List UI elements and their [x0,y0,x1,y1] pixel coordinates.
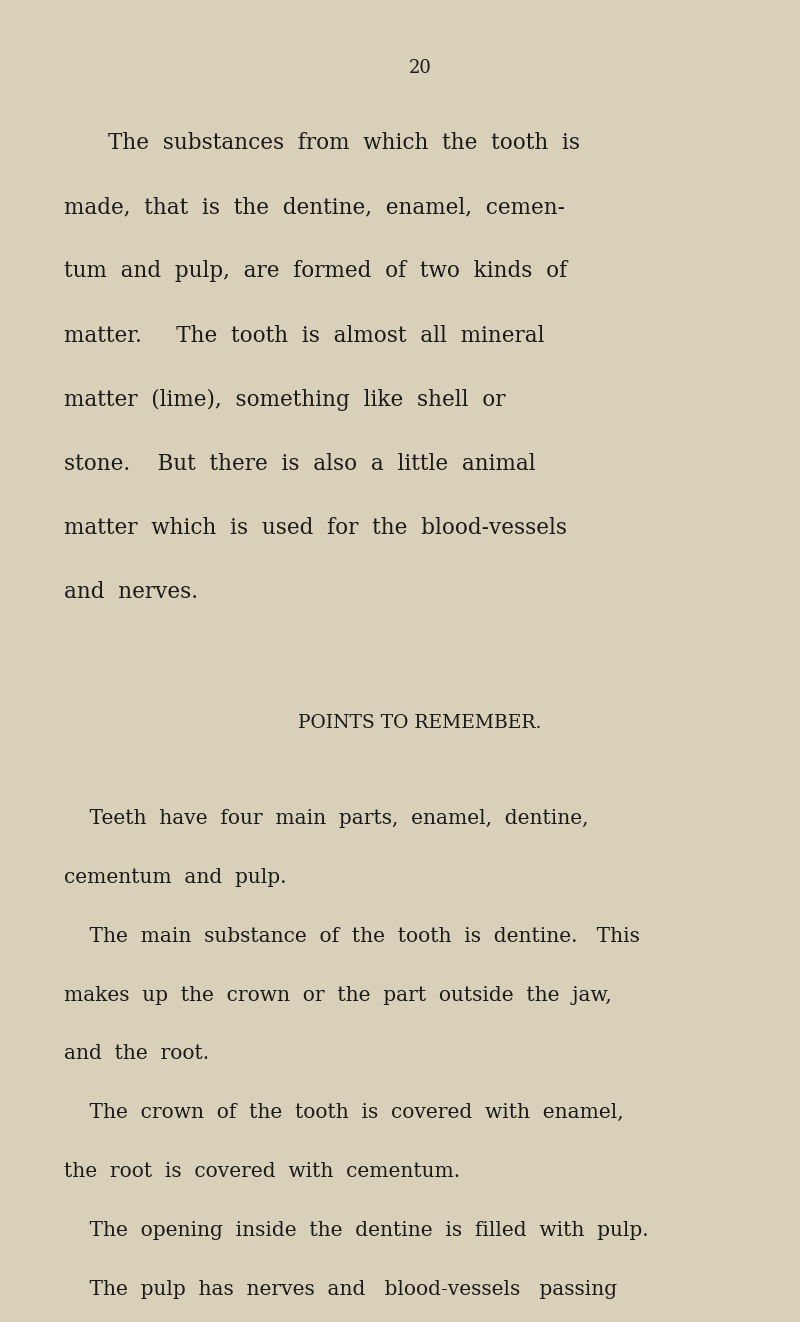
Text: 20: 20 [409,59,431,78]
Text: Teeth  have  four  main  parts,  enamel,  dentine,: Teeth have four main parts, enamel, dent… [64,809,589,828]
Text: The  crown  of  the  tooth  is  covered  with  enamel,: The crown of the tooth is covered with e… [64,1103,624,1122]
Text: made,  that  is  the  dentine,  enamel,  cemen-: made, that is the dentine, enamel, cemen… [64,196,565,218]
Text: matter.     The  tooth  is  almost  all  mineral: matter. The tooth is almost all mineral [64,324,545,346]
Text: matter  which  is  used  for  the  blood-vessels: matter which is used for the blood-vesse… [64,517,567,539]
Text: the  root  is  covered  with  cementum.: the root is covered with cementum. [64,1162,460,1181]
Text: The  opening  inside  the  dentine  is  filled  with  pulp.: The opening inside the dentine is filled… [64,1220,649,1240]
Text: makes  up  the  crown  or  the  part  outside  the  jaw,: makes up the crown or the part outside t… [64,985,612,1005]
Text: matter  (lime),  something  like  shell  or: matter (lime), something like shell or [64,389,506,411]
Text: The  main  substance  of  the  tooth  is  dentine.   This: The main substance of the tooth is denti… [64,927,640,945]
Text: tum  and  pulp,  are  formed  of  two  kinds  of: tum and pulp, are formed of two kinds of [64,260,567,283]
Text: stone.    But  there  is  also  a  little  animal: stone. But there is also a little animal [64,452,536,475]
Text: and  nerves.: and nerves. [64,580,198,603]
Text: The  pulp  has  nerves  and   blood-vessels   passing: The pulp has nerves and blood-vessels pa… [64,1280,617,1298]
Text: The  substances  from  which  the  tooth  is: The substances from which the tooth is [108,132,580,155]
Text: POINTS TO REMEMBER.: POINTS TO REMEMBER. [298,714,542,732]
Text: and  the  root.: and the root. [64,1044,209,1063]
Text: cementum  and  pulp.: cementum and pulp. [64,867,286,887]
